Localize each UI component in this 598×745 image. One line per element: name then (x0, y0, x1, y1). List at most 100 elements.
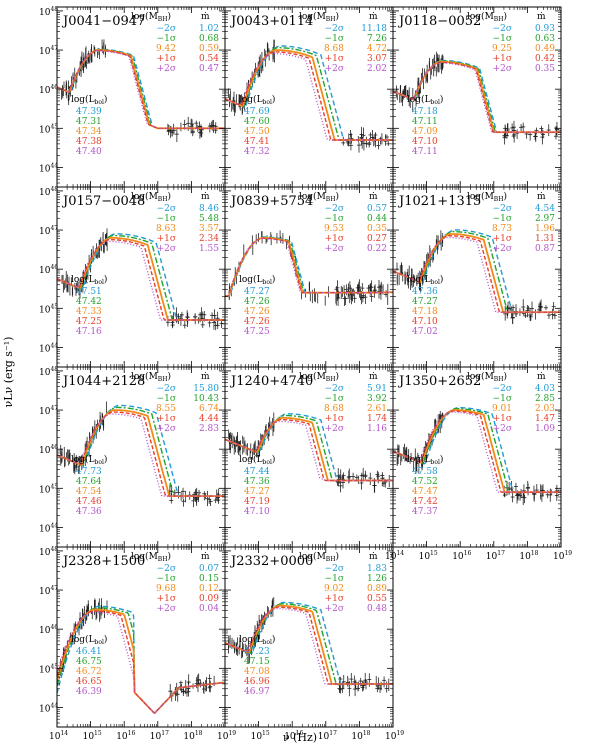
lbol-value: 47.39 (76, 107, 102, 117)
mdot-value: 1.26 (367, 574, 387, 584)
legend-row-label: −2σ (325, 564, 344, 574)
mdot-value: 2.97 (535, 214, 555, 224)
header-mdot: ṁ (369, 372, 378, 382)
mdot-value: 2.02 (367, 64, 387, 74)
model-curve-plus1sigma (393, 235, 561, 313)
model-curve-minus2sigma (225, 601, 393, 685)
panel-plot-area (393, 51, 561, 145)
x-tick-label: 1014 (385, 550, 404, 562)
lbol-value: 46.72 (76, 667, 102, 677)
legend-row-label: +2σ (493, 64, 512, 74)
header-mbh: log(MBH) (131, 11, 171, 23)
lbol-value: 47.41 (244, 137, 270, 147)
lbol-value: 46.96 (244, 677, 270, 687)
legend-row-label: −1σ (325, 34, 344, 44)
mdot-value: 1.74 (367, 414, 387, 424)
lbol-value: 47.08 (244, 667, 270, 677)
legend-row-label: +2σ (493, 424, 512, 434)
panel-frame (224, 546, 394, 728)
panel-plot-area (225, 597, 393, 697)
x-axis-label: ν (Hz) (283, 731, 317, 744)
x-tick-label: 1019 (217, 730, 236, 742)
y-tick-label: 1044 (39, 342, 58, 354)
lbol-value: 47.27 (244, 287, 270, 297)
x-tick-label: 1015 (251, 730, 270, 742)
legend-row-label: +1σ (157, 594, 176, 604)
mdot-value: 3.57 (199, 224, 219, 234)
legend-row-label: −2σ (157, 204, 176, 214)
x-tick-label: 1018 (351, 730, 370, 742)
header-lbol: log(Lbol) (239, 634, 275, 646)
legend-row-label: −1σ (325, 394, 344, 404)
mdot-value: 0.54 (199, 54, 219, 64)
model-curve-plus2sigma (57, 413, 225, 497)
legend-row-label: +2σ (325, 64, 344, 74)
legend-row-label: +1σ (493, 414, 512, 424)
legend-row-label: +1σ (157, 234, 176, 244)
lbol-value: 47.73 (76, 467, 102, 477)
header-mbh: log(MBH) (299, 371, 339, 383)
model-curve-plus2sigma (225, 420, 393, 482)
x-tick-label: 1014 (49, 730, 68, 742)
panel-title: J0157−0048 (61, 194, 145, 209)
mdot-value: 0.68 (199, 34, 219, 44)
y-axis-label: νLν (erg s⁻¹) (2, 337, 15, 408)
mdot-value: 5.48 (199, 214, 219, 224)
lbol-value: 47.51 (76, 287, 102, 297)
lbol-value: 47.02 (412, 327, 438, 337)
y-tick-label: 1045 (39, 123, 58, 135)
legend-row-label: +1σ (325, 234, 344, 244)
mdot-value: 11.18 (361, 24, 387, 34)
legend-row-label: 9.53 (324, 224, 344, 234)
mdot-value: 2.03 (535, 404, 555, 414)
lbol-value: 47.25 (244, 327, 270, 337)
panel-title: J1021+1315 (397, 194, 481, 209)
y-tick-label: 1044 (39, 522, 58, 534)
lbol-value: 47.50 (244, 127, 270, 137)
legend-row-label: −1σ (493, 394, 512, 404)
mdot-value: 0.47 (199, 64, 219, 74)
lbol-value: 47.54 (76, 487, 102, 497)
legend-row-label: −1σ (325, 214, 344, 224)
model-curve-plus1sigma (225, 51, 393, 141)
mdot-value: 0.07 (199, 564, 219, 574)
legend-row-label: −2σ (325, 24, 344, 34)
mdot-value: 0.87 (535, 244, 555, 254)
mdot-value: 8.46 (199, 204, 219, 214)
x-tick-label: 1019 (385, 730, 404, 742)
legend-row-label: −2σ (157, 384, 176, 394)
mdot-value: 2.61 (367, 404, 387, 414)
model-curve-plus1sigma (57, 238, 225, 321)
lbol-value: 47.46 (76, 497, 102, 507)
mdot-value: 0.63 (535, 34, 555, 44)
legend-row-label: −2σ (493, 384, 512, 394)
header-mbh: log(MBH) (131, 371, 171, 383)
legend-row-label: 8.68 (324, 44, 344, 54)
panel-plot-area (393, 406, 561, 506)
y-tick-label: 1045 (39, 303, 58, 315)
panel-J2328+1500: 1044 1045 1046 1047 1048 1014 1015 1016 1017 1018… (39, 546, 236, 742)
model-curve-plus1sigma (393, 61, 561, 133)
legend-row-label: +1σ (325, 414, 344, 424)
legend-row-label: +2σ (157, 244, 176, 254)
legend-row-label: −1σ (157, 34, 176, 44)
lbol-value: 47.34 (76, 127, 102, 137)
x-tick-label: 1017 (318, 730, 337, 742)
lbol-value: 47.26 (244, 297, 270, 307)
lbol-value: 47.58 (412, 467, 438, 477)
lbol-value: 46.75 (76, 657, 102, 667)
mdot-value: 0.27 (367, 234, 387, 244)
mdot-value: 15.80 (193, 384, 219, 394)
legend-row-label: −2σ (325, 204, 344, 214)
mdot-value: 0.15 (199, 574, 219, 584)
mdot-value: 0.57 (367, 204, 387, 214)
lbol-value: 47.23 (244, 647, 270, 657)
lbol-value: 47.19 (244, 497, 270, 507)
mdot-value: 2.34 (199, 234, 219, 244)
mdot-value: 5.91 (367, 384, 387, 394)
